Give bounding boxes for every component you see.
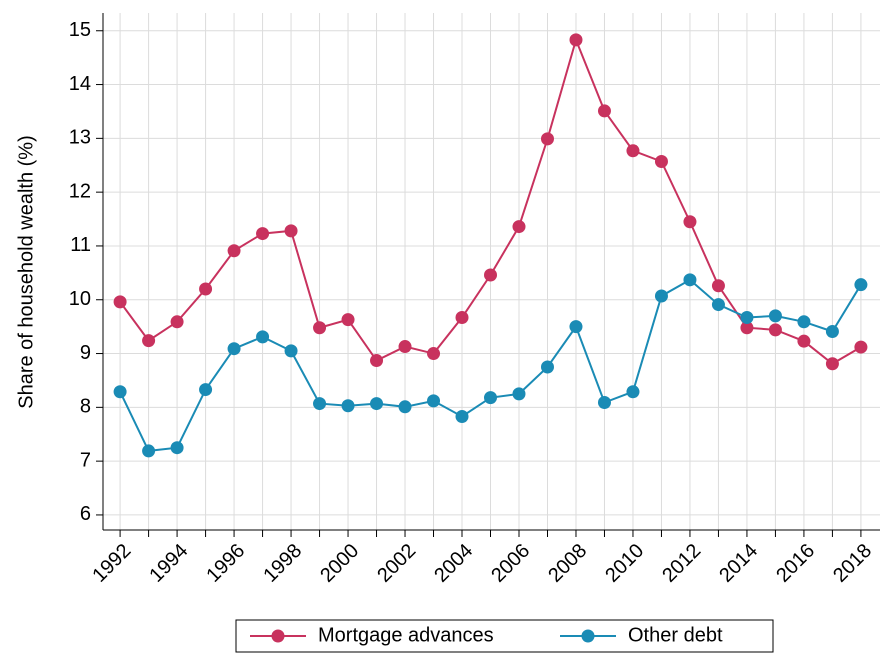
data-point — [313, 397, 327, 411]
data-point — [284, 344, 298, 358]
data-point — [227, 244, 241, 258]
data-point — [398, 340, 412, 354]
data-point — [455, 409, 469, 423]
data-point — [711, 279, 725, 293]
legend: Mortgage advances Other debt — [235, 619, 774, 653]
y-tick-label: 9 — [80, 342, 91, 364]
data-point — [256, 330, 270, 344]
data-point — [313, 321, 327, 335]
y-tick-label: 15 — [69, 19, 91, 41]
data-point — [427, 347, 441, 361]
data-point — [597, 395, 611, 409]
data-point — [540, 360, 554, 374]
legend-marker — [271, 629, 285, 643]
y-tick-label: 7 — [80, 449, 91, 471]
data-point — [654, 154, 668, 168]
data-point — [341, 399, 355, 413]
legend-label: Mortgage advances — [318, 624, 494, 646]
data-point — [370, 397, 384, 411]
data-point — [854, 340, 868, 354]
data-point — [170, 315, 184, 329]
data-point — [654, 289, 668, 303]
y-tick-label: 8 — [80, 396, 91, 418]
data-point — [797, 334, 811, 348]
data-point — [484, 268, 498, 282]
legend-box — [235, 619, 774, 653]
data-point — [512, 387, 526, 401]
data-point — [142, 334, 156, 348]
y-axis-label: Share of household wealth (%) — [15, 135, 37, 409]
data-point — [199, 383, 213, 397]
data-point — [740, 310, 754, 324]
data-point — [797, 315, 811, 329]
data-point — [113, 295, 127, 309]
y-tick-label: 14 — [69, 73, 91, 95]
data-point — [512, 220, 526, 234]
y-tick-label: 13 — [69, 127, 91, 149]
data-point — [170, 441, 184, 455]
data-point — [427, 394, 441, 408]
data-point — [284, 224, 298, 238]
y-tick-label: 10 — [69, 288, 91, 310]
legend-marker — [581, 629, 595, 643]
data-point — [113, 385, 127, 399]
data-point — [683, 215, 697, 229]
data-point — [370, 354, 384, 368]
y-tick-label: 6 — [80, 503, 91, 525]
data-point — [455, 310, 469, 324]
data-point — [398, 400, 412, 414]
y-tick-label: 11 — [70, 234, 91, 256]
data-point — [711, 298, 725, 312]
data-point — [825, 357, 839, 371]
data-point — [341, 313, 355, 327]
data-point — [768, 323, 782, 337]
data-point — [484, 391, 498, 405]
data-point — [199, 282, 213, 296]
legend-label: Other debt — [628, 624, 723, 646]
data-point — [256, 227, 270, 241]
data-point — [626, 144, 640, 158]
data-point — [569, 320, 583, 334]
data-point — [683, 273, 697, 287]
data-point — [540, 132, 554, 146]
data-point — [768, 309, 782, 323]
data-point — [569, 33, 583, 47]
data-point — [227, 342, 241, 356]
data-point — [854, 278, 868, 292]
data-point — [142, 444, 156, 458]
data-point — [740, 321, 754, 335]
data-point — [626, 385, 640, 399]
data-point — [597, 104, 611, 118]
y-tick-label: 12 — [69, 180, 91, 202]
data-point — [825, 324, 839, 338]
